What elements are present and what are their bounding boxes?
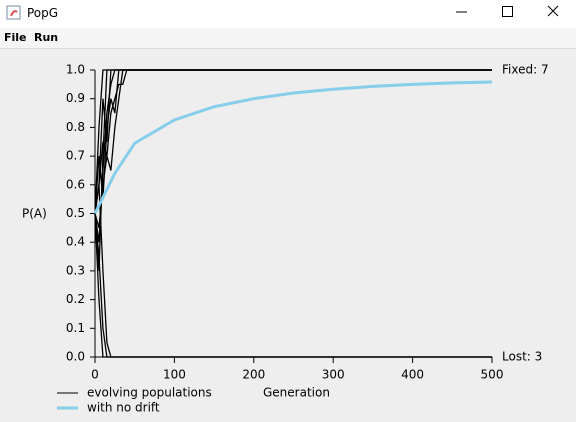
y-tick-label: 0.3 bbox=[66, 263, 85, 277]
maximize-button[interactable] bbox=[502, 6, 513, 17]
population-line bbox=[94, 69, 492, 229]
y-tick-label: 1.0 bbox=[66, 63, 85, 77]
menu-item[interactable]: Run bbox=[34, 31, 59, 44]
y-tick-label: 0.4 bbox=[66, 235, 85, 249]
x-tick-label: 400 bbox=[401, 368, 424, 382]
population-line bbox=[94, 213, 492, 358]
fixed-count: Fixed: 7 bbox=[502, 63, 549, 77]
y-tick-label: 0.1 bbox=[66, 321, 85, 335]
population-line bbox=[94, 69, 492, 214]
close-button[interactable] bbox=[547, 5, 559, 17]
x-tick-label: 0 bbox=[91, 368, 99, 382]
menu-item[interactable]: File bbox=[4, 31, 27, 44]
x-tick-label: 300 bbox=[322, 368, 345, 382]
legend-label: evolving populations bbox=[87, 386, 212, 400]
app-icon bbox=[6, 5, 21, 20]
window-controls bbox=[456, 5, 559, 17]
population-line bbox=[94, 69, 492, 214]
window-title: PopG bbox=[27, 6, 59, 20]
x-axis-label: Generation bbox=[263, 386, 330, 400]
population-line bbox=[94, 69, 492, 214]
y-tick-label: 0.8 bbox=[66, 120, 85, 134]
y-tick-label: 0.2 bbox=[66, 292, 85, 306]
y-tick-label: 0.9 bbox=[66, 91, 85, 105]
legend-label: with no drift bbox=[87, 401, 160, 415]
y-tick-label: 0.0 bbox=[66, 350, 85, 364]
population-line bbox=[94, 213, 492, 358]
x-tick-label: 500 bbox=[481, 368, 504, 382]
y-tick-label: 0.7 bbox=[66, 149, 85, 163]
y-tick-label: 0.5 bbox=[66, 206, 85, 220]
population-line bbox=[94, 69, 492, 243]
population-line bbox=[94, 184, 492, 358]
menu-bar: File Run bbox=[0, 28, 576, 49]
lost-count: Lost: 3 bbox=[502, 350, 542, 364]
population-line bbox=[94, 69, 492, 271]
y-tick-label: 0.6 bbox=[66, 177, 85, 191]
x-tick-label: 100 bbox=[163, 368, 186, 382]
x-tick-label: 200 bbox=[242, 368, 265, 382]
no-drift-line bbox=[93, 80, 493, 215]
title-bar: PopG bbox=[0, 0, 576, 28]
population-line bbox=[94, 69, 492, 214]
y-axis-label: P(A) bbox=[22, 207, 47, 221]
